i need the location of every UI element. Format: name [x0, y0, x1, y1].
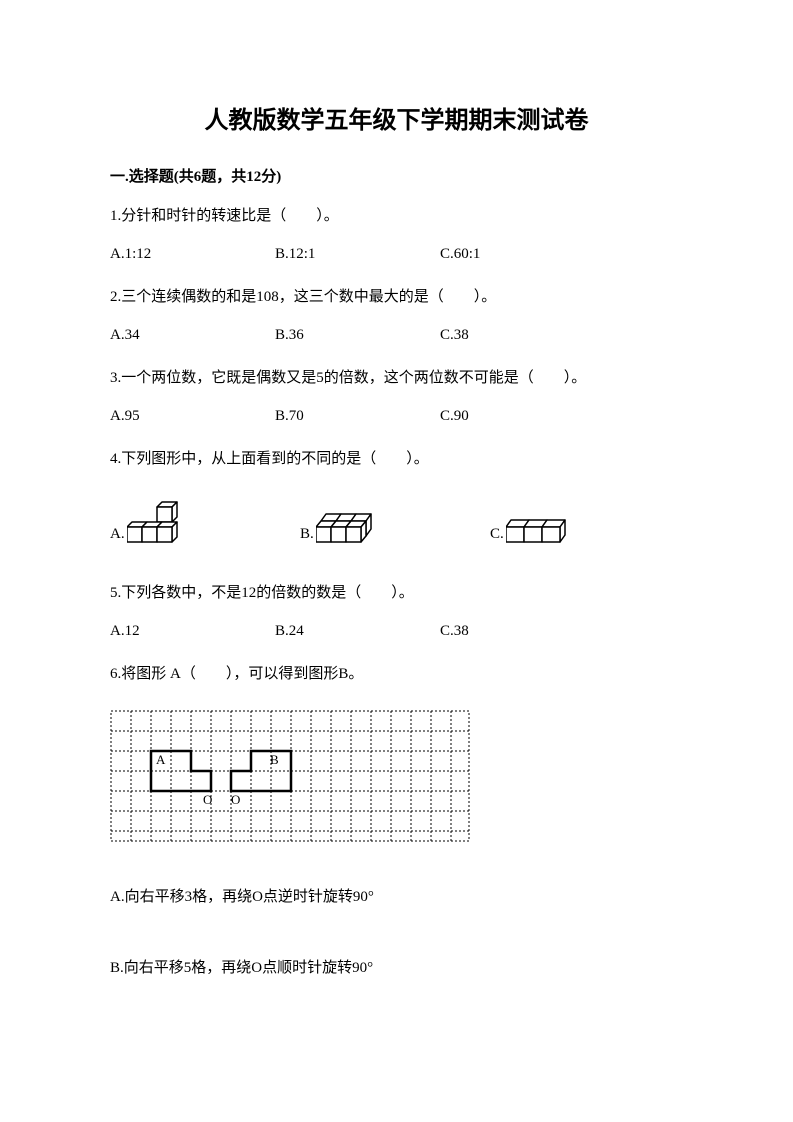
grid-figure-icon: A B O O: [110, 710, 470, 842]
question-5-options: A.12 B.24 C.38: [110, 623, 683, 640]
q5-option-a: A.12: [110, 623, 275, 640]
section-header: 一.选择题(共6题，共12分): [110, 165, 683, 186]
question-6: 6.将图形 A（ ），可以得到图形B。: [110, 662, 683, 686]
q3-option-c: C.90: [440, 408, 605, 425]
question-3: 3.一个两位数，它既是偶数又是5的倍数，这个两位数不可能是（ ）。: [110, 366, 683, 390]
point-o1-label: O: [203, 792, 212, 807]
page-title: 人教版数学五年级下学期期末测试卷: [110, 100, 683, 135]
grid-figure: A B O O: [110, 710, 683, 847]
shape-a-label: A: [156, 752, 166, 767]
q4-option-a-label: A.: [110, 526, 125, 543]
q3-option-b: B.70: [275, 408, 440, 425]
cube-figure-c-icon: [506, 519, 578, 543]
q2-option-c: C.38: [440, 327, 605, 344]
q2-option-a: A.34: [110, 327, 275, 344]
cube-figure-a-icon: [127, 501, 189, 543]
q5-option-c: C.38: [440, 623, 605, 640]
q2-option-b: B.36: [275, 327, 440, 344]
q6-option-a: A.向右平移3格，再绕O点逆时针旋转90°: [110, 885, 683, 906]
q6-option-b: B.向右平移5格，再绕O点顺时针旋转90°: [110, 956, 683, 977]
question-4: 4.下列图形中，从上面看到的不同的是（ ）。: [110, 447, 683, 471]
question-4-options: A. B.: [110, 501, 683, 543]
q4-option-b-label: B.: [300, 526, 314, 543]
q4-option-c-label: C.: [490, 526, 504, 543]
question-3-options: A.95 B.70 C.90: [110, 408, 683, 425]
cube-figure-b-icon: [316, 513, 378, 543]
q1-option-a: A.1:12: [110, 246, 275, 263]
question-2-options: A.34 B.36 C.38: [110, 327, 683, 344]
question-5: 5.下列各数中，不是12的倍数的数是（ ）。: [110, 581, 683, 605]
q1-option-c: C.60:1: [440, 246, 605, 263]
question-1-options: A.1:12 B.12:1 C.60:1: [110, 246, 683, 263]
question-1: 1.分针和时针的转速比是（ ）。: [110, 204, 683, 228]
q3-option-a: A.95: [110, 408, 275, 425]
q1-option-b: B.12:1: [275, 246, 440, 263]
shape-b-label: B: [270, 752, 279, 767]
point-o2-label: O: [231, 792, 240, 807]
q5-option-b: B.24: [275, 623, 440, 640]
question-2: 2.三个连续偶数的和是108，这三个数中最大的是（ ）。: [110, 285, 683, 309]
